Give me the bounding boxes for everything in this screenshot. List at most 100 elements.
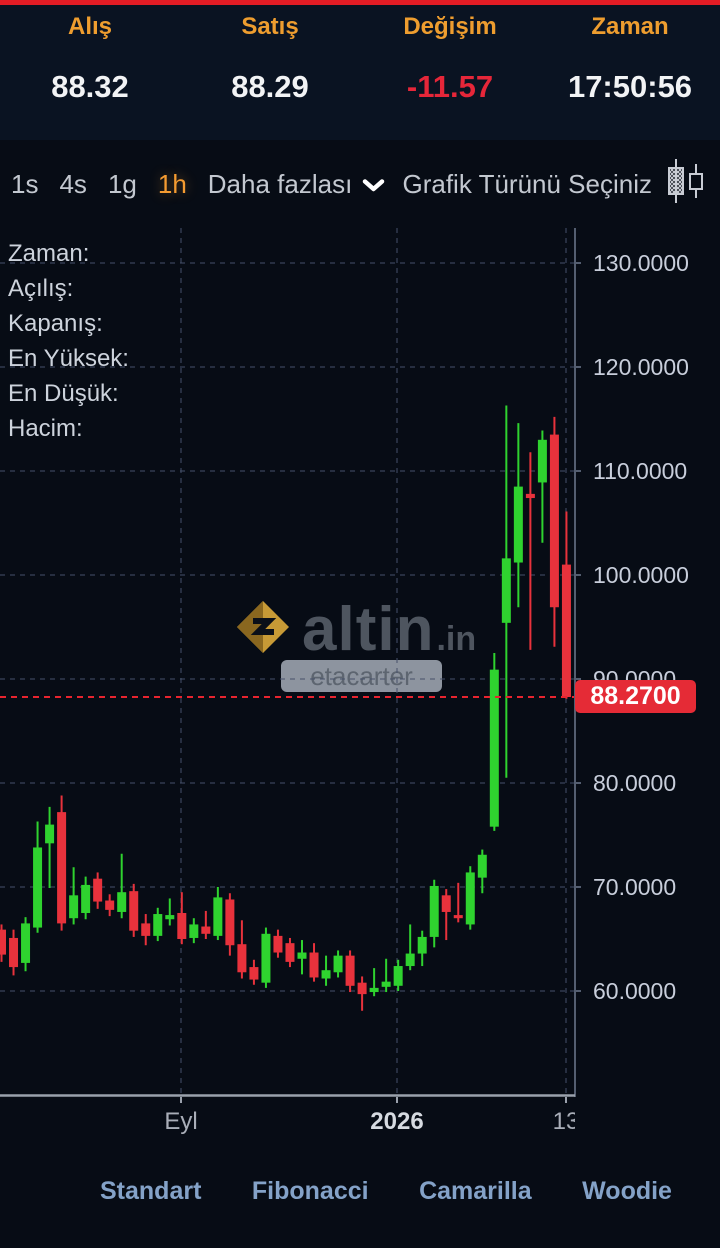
info-label-zaman: Zaman: (8, 240, 90, 267)
candle-body (0, 929, 6, 955)
candle-body (333, 955, 343, 973)
info-label-endusuk: En Düşük: (8, 380, 119, 407)
timeframe-4s[interactable]: 4s (59, 168, 87, 199)
quote-value-satis: 88.29 (231, 69, 309, 104)
current-price-tag: 88.2700 (575, 680, 696, 713)
quote-col-zaman: Zaman 17:50:56 (540, 12, 720, 140)
info-label-kapanis: Kapanış: (8, 310, 103, 337)
more-timeframes-label: Daha fazlası (207, 168, 353, 199)
x-axis-label-eyl: Eyl (164, 1108, 198, 1135)
candle-body (237, 944, 247, 973)
tab-camarilla[interactable]: Camarilla (419, 1177, 532, 1205)
candle-body (525, 493, 535, 499)
info-label-acilis: Açılış: (8, 275, 74, 302)
candle-body (261, 933, 271, 983)
candle-body (441, 895, 451, 912)
tab-woodie[interactable]: Woodie (582, 1177, 672, 1205)
quote-col-degisim: Değişim -11.57 (360, 12, 540, 140)
x-axis-label-13: 13 (552, 1108, 575, 1135)
candle-body (249, 967, 259, 980)
candle-body (165, 915, 175, 920)
quote-label-zaman: Zaman (591, 13, 669, 40)
quote-value-zaman: 17:50:56 (567, 69, 693, 104)
timeframe-1h[interactable]: 1h (157, 168, 187, 199)
x-axis-labels: Eyl 2026 13 (0, 1097, 575, 1150)
candle-body (321, 970, 331, 979)
candle-body (405, 953, 415, 967)
candle-body (21, 923, 31, 963)
quote-label-degisim: Değişim (403, 13, 497, 40)
tab-standart[interactable]: Standart (100, 1177, 202, 1205)
candle-body (213, 897, 223, 936)
candle-body (153, 914, 163, 936)
chart-type-label: Grafik Türünü Seçiniz (402, 168, 652, 199)
candle-body (489, 669, 499, 827)
candle-body (309, 952, 319, 978)
y-axis-tick-label: 70.0000 (593, 874, 676, 900)
candle-body (561, 564, 571, 697)
quote-label-alis: Alış (67, 13, 112, 40)
chart-type-selector[interactable]: Grafik Türünü Seçiniz (402, 158, 706, 211)
x-axis-tick (180, 1097, 182, 1103)
chart-area: altin .in etacarter 130.0000 120.0000 110.… (0, 228, 720, 1097)
candle-body (201, 926, 211, 934)
top-red-strip (0, 0, 720, 5)
chart-toolbar: 1s 4s 1g 1h Daha fazlası Grafik Türünü S… (0, 140, 720, 228)
candle-body (429, 885, 439, 937)
candle-body (549, 434, 559, 608)
quote-value-degisim: -11.57 (406, 69, 494, 104)
candle-body (537, 439, 547, 483)
chevron-down-icon (362, 169, 385, 200)
candle-body (393, 966, 403, 986)
quote-col-alis: Alış 88.32 (0, 12, 180, 140)
candlestick-chart-icon (664, 158, 706, 211)
more-timeframes-button[interactable]: Daha fazlası (208, 169, 386, 200)
candle-body (105, 900, 115, 910)
info-label-hacim: Hacim: (8, 415, 83, 442)
candle-body (117, 892, 127, 912)
ohlc-info-panel: Zaman: Açılış: Kapanış: En Yüksek: En Dü… (8, 236, 129, 446)
candle-body (177, 913, 187, 939)
candle-body (513, 486, 523, 563)
y-axis-tick-label: 60.0000 (593, 978, 676, 1004)
candle-body (297, 952, 307, 959)
y-axis-tick-label: 130.0000 (593, 250, 689, 276)
candle-body (465, 872, 475, 925)
candle-body (345, 955, 355, 986)
tab-fibonacci[interactable]: Fibonacci (251, 1177, 369, 1205)
y-axis-tick-label: 120.0000 (593, 354, 689, 380)
candle-body (33, 847, 43, 928)
candle-body (141, 923, 151, 936)
candle-body (381, 981, 391, 987)
quote-value-alis: 88.32 (51, 69, 129, 104)
candle-body (81, 884, 91, 913)
x-axis-tick (565, 1097, 567, 1103)
y-axis-tick-label: 110.0000 (593, 458, 687, 484)
pivot-tabs: Standart Fibonacci Camarilla Woodie (0, 1150, 720, 1206)
candle-body (477, 854, 487, 878)
candle-body (9, 937, 19, 968)
y-axis-tick-label: 100.0000 (593, 562, 689, 588)
candle-body (285, 943, 295, 962)
timeframe-group: 1s 4s 1g 1h Daha fazlası (11, 169, 385, 200)
timeframe-1g[interactable]: 1g (107, 168, 137, 199)
y-axis-tick-label: 80.0000 (593, 770, 676, 796)
info-label-enyuksek: En Yüksek: (8, 345, 129, 372)
candle-body (45, 824, 55, 844)
candle-body (69, 895, 79, 919)
candle-body (57, 812, 67, 924)
quote-label-satis: Satış (241, 13, 299, 40)
candle-body (417, 936, 427, 954)
candle-body (453, 915, 463, 919)
quote-col-satis: Satış 88.29 (180, 12, 360, 140)
quote-header: Alış 88.32 Satış 88.29 Değişim -11.57 Za… (0, 5, 720, 140)
x-axis-label-2026: 2026 (370, 1108, 424, 1135)
timeframe-1s[interactable]: 1s (11, 168, 39, 199)
candle-body (501, 558, 511, 623)
candle-body (189, 924, 199, 938)
candle-body (273, 935, 283, 953)
x-axis: Eyl 2026 13 (0, 1097, 720, 1150)
x-axis-tick (396, 1097, 398, 1103)
candle-body (225, 899, 235, 946)
candle-body (357, 982, 367, 995)
